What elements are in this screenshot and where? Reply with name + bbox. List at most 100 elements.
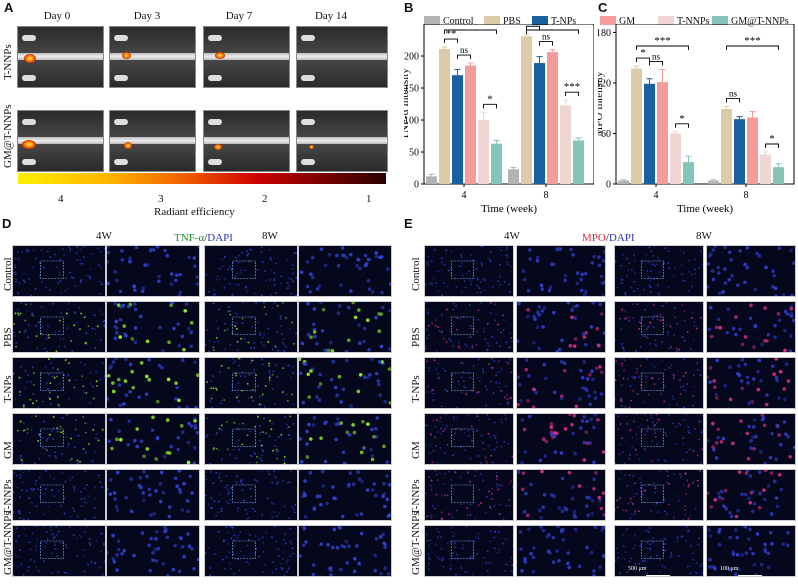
- if-image: [106, 469, 200, 521]
- if-image: [106, 301, 200, 353]
- week-label: 8W: [696, 230, 712, 242]
- if-image: [516, 525, 606, 577]
- ivis-image: [17, 26, 104, 88]
- bar: [452, 75, 463, 184]
- y-axis-label: MPO Intensity: [598, 71, 605, 137]
- bar: [573, 140, 584, 184]
- stain-label: MPO: [582, 232, 606, 244]
- legend-label: T-NPs: [551, 16, 577, 27]
- panel-label-d: D: [2, 216, 12, 231]
- bar: [683, 162, 694, 184]
- if-image: [424, 245, 514, 297]
- significance-label: ***: [654, 35, 671, 47]
- significance-label: ns: [729, 89, 738, 99]
- if-row-label: T-NPs: [410, 375, 422, 403]
- significance-label: ns: [542, 32, 551, 42]
- legend-swatch: [532, 16, 548, 25]
- bar: [747, 117, 758, 184]
- if-image: [298, 245, 392, 297]
- ivis-image: [109, 110, 196, 172]
- if-image: [614, 245, 704, 297]
- if-image: [106, 525, 200, 577]
- significance-bracket: [526, 29, 579, 34]
- legend-swatch: [658, 16, 674, 25]
- y-tick-label: 0: [606, 180, 611, 191]
- significance-label: ***: [462, 24, 479, 31]
- significance-bracket: [444, 29, 497, 34]
- if-image: [706, 525, 796, 577]
- day-label: Day 3: [133, 10, 161, 22]
- if-row-label: T-NNPs: [410, 479, 422, 515]
- ivis-image: [296, 26, 388, 88]
- legend-swatch: [424, 16, 440, 25]
- if-image: [706, 413, 796, 465]
- ivis-image: [203, 110, 290, 172]
- day-label: Day 0: [43, 10, 71, 22]
- bar: [760, 154, 771, 184]
- bar: [491, 143, 502, 184]
- bar: [773, 167, 784, 184]
- if-image: [106, 245, 200, 297]
- if-image: [12, 525, 106, 577]
- x-tick-label: 8: [744, 190, 749, 201]
- if-image: [516, 413, 606, 465]
- significance-label: *: [640, 47, 646, 59]
- bar: [670, 133, 681, 184]
- significance-bracket: [539, 41, 553, 46]
- y-tick-label: 120: [598, 78, 611, 89]
- significance-label: *: [487, 93, 493, 105]
- if-image: [204, 357, 298, 409]
- scale-bar-label: 100 μm: [720, 566, 739, 572]
- if-image: [424, 357, 514, 409]
- y-tick-label: 60: [601, 129, 611, 140]
- day-label: Day 7: [225, 10, 253, 22]
- if-image: [12, 413, 106, 465]
- stain-separator: /: [605, 232, 609, 244]
- if-image: [706, 245, 796, 297]
- y-tick-label: 50: [409, 148, 419, 159]
- significance-label: **: [446, 28, 457, 40]
- x-tick-label: 4: [462, 190, 467, 201]
- legend-label: PBS: [503, 16, 521, 27]
- bar: [734, 119, 745, 184]
- tnf-bar-chart: 0 50 100 150 200 TNF-α Intensity Time (week) 4 8…: [404, 24, 594, 215]
- ivis-row-label: T-NNPs: [2, 44, 14, 80]
- ivis-image: [17, 110, 104, 172]
- significance-label: ***: [744, 35, 761, 47]
- if-image: [516, 245, 606, 297]
- if-image: [424, 525, 514, 577]
- scale-bar-label: 500 μm: [628, 566, 647, 572]
- ivis-image: [109, 26, 196, 88]
- panel-title: MPO/DAPI: [582, 232, 635, 244]
- ivis-image: [203, 26, 290, 88]
- legend-item: GM: [600, 16, 635, 27]
- stain-label: DAPI: [608, 232, 635, 244]
- legend-swatch: [600, 16, 616, 25]
- plot-frame: [615, 24, 795, 185]
- if-image: [516, 301, 606, 353]
- if-image: [298, 469, 392, 521]
- bar: [534, 63, 545, 184]
- x-tick-label: 8: [544, 190, 549, 201]
- if-image: [706, 469, 796, 521]
- y-tick-label: 200: [404, 52, 419, 63]
- if-image: [204, 469, 298, 521]
- bar: [721, 109, 732, 184]
- bar: [426, 176, 437, 184]
- panel-label-c: C: [598, 0, 608, 15]
- significance-label: *: [679, 113, 685, 125]
- if-image: [614, 301, 704, 353]
- significance-label: *: [769, 133, 775, 145]
- if-row-label: GM: [410, 441, 422, 459]
- y-tick-label: 100: [404, 116, 419, 127]
- significance-bracket: [483, 103, 497, 109]
- significance-bracket: [765, 143, 779, 148]
- if-image: [298, 413, 392, 465]
- legend-label: T-NNPs: [677, 16, 710, 27]
- colorbar-label: Radiant efficiency: [154, 206, 235, 218]
- if-image: [706, 357, 796, 409]
- if-row-label: GM@T-NNPs: [410, 511, 422, 575]
- if-image: [516, 469, 606, 521]
- significance-label: *: [530, 24, 536, 27]
